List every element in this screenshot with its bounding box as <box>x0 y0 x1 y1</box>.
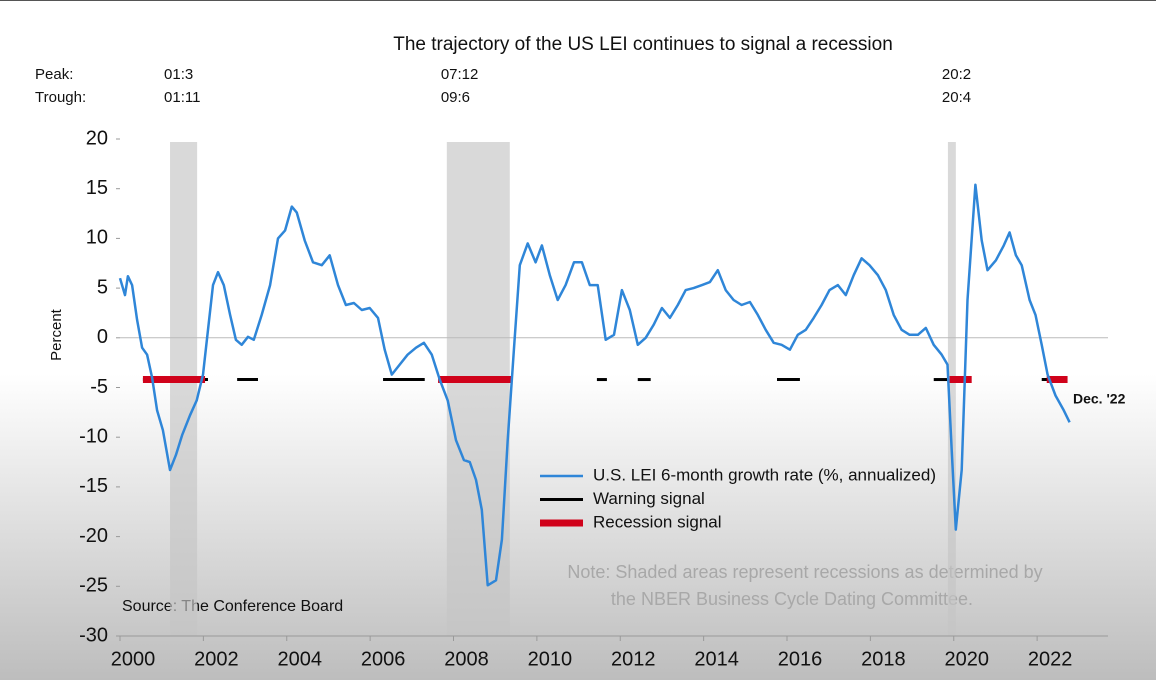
x-tick-label: 2014 <box>694 648 739 670</box>
x-tick-label: 2020 <box>945 648 990 670</box>
x-tick-label: 2002 <box>194 648 239 670</box>
recession-band <box>446 142 510 636</box>
y-tick-label: -30 <box>79 624 108 646</box>
y-tick-label: 20 <box>86 127 108 149</box>
legend-label: Warning signal <box>593 489 705 508</box>
y-tick-label: 5 <box>97 276 108 298</box>
chart-title: The trajectory of the US LEI continues t… <box>393 34 893 55</box>
recession-trough: 20:4 <box>942 89 971 106</box>
x-tick-label: 2016 <box>778 648 823 670</box>
recession-peak: 07:12 <box>441 66 479 83</box>
y-tick-label: 15 <box>86 177 108 199</box>
x-tick-label: 2012 <box>611 648 656 670</box>
recession-band <box>947 142 956 636</box>
x-tick-label: 2008 <box>444 648 489 670</box>
recession-trough: 09:6 <box>441 89 470 106</box>
y-axis-label: Percent <box>48 308 65 361</box>
peak-label: Peak: <box>35 66 73 83</box>
legend-label: U.S. LEI 6-month growth rate (%, annuali… <box>593 465 936 484</box>
recession-band <box>170 142 198 636</box>
legend-label: Recession signal <box>593 512 722 531</box>
trough-label: Trough: <box>35 89 86 106</box>
note: Note: Shaded areas represent recessions … <box>567 562 1042 582</box>
recession-peak: 01:3 <box>164 66 193 83</box>
note: the NBER Business Cycle Dating Committee… <box>611 589 973 609</box>
y-tick-label: -5 <box>90 376 108 398</box>
x-tick-label: 2004 <box>278 648 323 670</box>
end-label: Dec. '22 <box>1073 391 1126 407</box>
recession-peak: 20:2 <box>942 66 971 83</box>
y-tick-label: -20 <box>79 525 108 547</box>
x-tick-label: 2022 <box>1028 648 1073 670</box>
y-tick-label: -25 <box>79 575 108 597</box>
y-tick-label: 0 <box>97 326 108 348</box>
x-tick-label: 2018 <box>861 648 906 670</box>
y-tick-label: -15 <box>79 475 108 497</box>
y-tick-label: -10 <box>79 425 108 447</box>
x-tick-label: 2000 <box>111 648 156 670</box>
series-line <box>118 183 1071 587</box>
source: Source: The Conference Board <box>122 598 343 615</box>
x-tick-label: 2006 <box>361 648 406 670</box>
recession-trough: 01:11 <box>164 89 200 106</box>
y-tick-label: 10 <box>86 227 108 249</box>
x-tick-label: 2010 <box>528 648 573 670</box>
